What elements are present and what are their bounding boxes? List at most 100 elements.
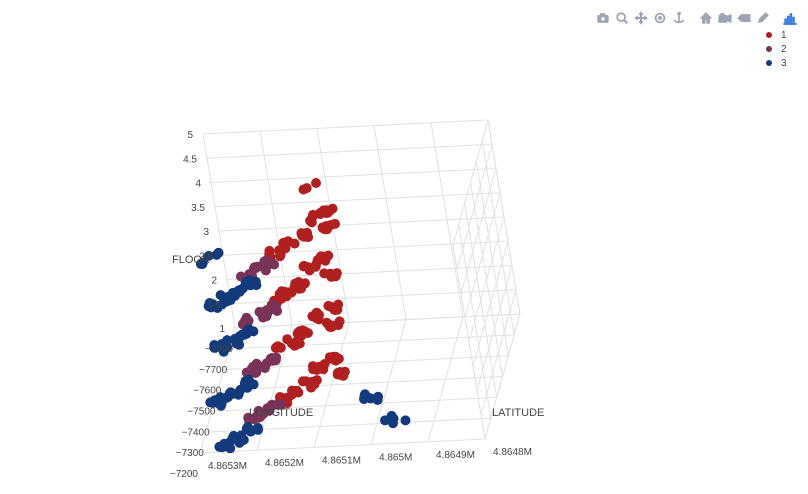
- data-point-series-1: [294, 326, 305, 337]
- x-tick-label: −7600: [193, 386, 222, 397]
- y-axis-title: LATITUDE: [492, 407, 544, 419]
- data-point-series-1: [274, 392, 285, 402]
- z-axis-title: FLOOR: [172, 254, 210, 266]
- grid-line-z: [214, 192, 501, 208]
- grid-line-x: [487, 119, 521, 315]
- y-tick-label: 4.8649M: [436, 450, 475, 461]
- data-point-series-2: [272, 399, 282, 410]
- x-tick-label: −7800: [205, 344, 234, 355]
- plotly-logo-icon: [783, 13, 797, 25]
- legend-marker: [766, 46, 772, 52]
- grid-line-x: [234, 313, 521, 329]
- data-point-series-1: [320, 255, 331, 266]
- camera-last-save-icon: [718, 13, 732, 24]
- x-tick-label: −7700: [199, 365, 228, 376]
- plotly-logo-button[interactable]: [782, 10, 798, 26]
- camera-button[interactable]: [595, 10, 611, 26]
- turntable-rotation-button[interactable]: [671, 10, 687, 26]
- z-tick-label: 4: [195, 179, 201, 190]
- modebar: [595, 9, 798, 27]
- data-point-series-1: [319, 224, 330, 235]
- grid-line-z: [218, 216, 505, 232]
- ticks-layer: 1 1.5 2 2.5 3 3.5 4 4.5 5 −7800 −7700 −7600 −7500 −74…: [170, 130, 532, 480]
- data-point-series-3: [229, 333, 240, 344]
- x-tick-label: −7500: [187, 407, 216, 418]
- data-point-series-1: [291, 339, 302, 350]
- data-point-series-1: [305, 215, 316, 226]
- data-point-series-3: [240, 376, 251, 387]
- home-button[interactable]: [698, 10, 714, 26]
- data-point-series-1: [318, 364, 329, 375]
- y-tick-label: 4.8648M: [493, 447, 532, 458]
- legend-item-1[interactable]: 1: [760, 28, 787, 42]
- data-point-series-3: [195, 259, 206, 269]
- grid-line-z: [206, 143, 493, 159]
- grid-line-x: [475, 161, 509, 356]
- data-point-series-3: [205, 397, 216, 408]
- edit-chart-button[interactable]: [755, 10, 771, 26]
- legend-label: 3: [781, 57, 787, 69]
- legend-label: 2: [781, 43, 787, 55]
- y-tick-label: 4.8653M: [208, 461, 247, 472]
- orbit-rotation-icon: [654, 12, 666, 24]
- data-point-series-1: [330, 355, 341, 366]
- zoom-icon: [616, 12, 629, 25]
- data-point-series-3: [203, 301, 214, 311]
- data-point-series-3: [238, 434, 249, 445]
- data-point-series-1: [319, 268, 330, 279]
- data-point-series-1: [311, 178, 321, 188]
- data-point-series-1: [296, 228, 307, 239]
- data-point-series-2: [246, 366, 257, 376]
- data-point-series-2: [256, 410, 267, 421]
- legend-item-2[interactable]: 2: [760, 42, 787, 56]
- grid-line-x: [458, 224, 492, 419]
- grid-line-z: [210, 168, 497, 183]
- points-layer: [195, 178, 411, 454]
- home-icon: [699, 12, 713, 24]
- data-point-series-3: [388, 413, 399, 424]
- z-tick-label: 2: [211, 276, 217, 287]
- data-point-series-1: [289, 238, 300, 249]
- pan-icon: [634, 11, 648, 25]
- data-point-series-3: [242, 421, 253, 432]
- orbit-rotation-button[interactable]: [652, 10, 668, 26]
- x-axis-title: LONGITUDE: [249, 407, 313, 419]
- data-point-series-2: [268, 355, 278, 366]
- grid-line-x: [217, 376, 503, 391]
- data-point-series-1: [322, 318, 333, 329]
- z-tick-label: 1: [219, 324, 225, 335]
- camera-last-save-button[interactable]: [717, 10, 733, 26]
- data-point-series-3: [252, 422, 263, 433]
- z-tick-label: 1.5: [207, 300, 221, 311]
- grid-layer: [199, 119, 521, 454]
- data-point-series-3: [203, 250, 214, 261]
- data-point-series-1: [275, 251, 285, 262]
- data-point-series-3: [248, 326, 259, 337]
- z-tick-label: 2.5: [199, 251, 213, 262]
- hover-toggle-icon: [737, 14, 751, 22]
- y-tick-label: 4.8652M: [265, 458, 304, 469]
- data-point-series-3: [380, 415, 390, 426]
- data-point-series-3: [238, 283, 248, 294]
- hover-toggle-button[interactable]: [736, 10, 752, 26]
- turntable-rotation-icon: [673, 11, 685, 24]
- data-point-series-1: [311, 307, 322, 318]
- grid-line-x: [223, 355, 509, 371]
- legend-item-3[interactable]: 3: [760, 56, 787, 70]
- data-point-series-1: [297, 376, 308, 387]
- data-point-series-1: [335, 367, 346, 377]
- x-tick-label: −7200: [170, 469, 199, 480]
- edit-chart-icon: [758, 12, 769, 23]
- data-point-series-1: [273, 342, 283, 353]
- data-point-series-1: [303, 328, 313, 338]
- grid-line-x: [481, 140, 515, 335]
- legend: 1 2 3: [760, 28, 787, 70]
- grid-line-z: [202, 119, 489, 135]
- grid-line-x: [452, 244, 486, 440]
- grid-line-x: [464, 203, 498, 398]
- pan-button[interactable]: [633, 10, 649, 26]
- data-point-series-3: [225, 443, 236, 454]
- zoom-button[interactable]: [614, 10, 630, 26]
- legend-label: 1: [781, 29, 787, 41]
